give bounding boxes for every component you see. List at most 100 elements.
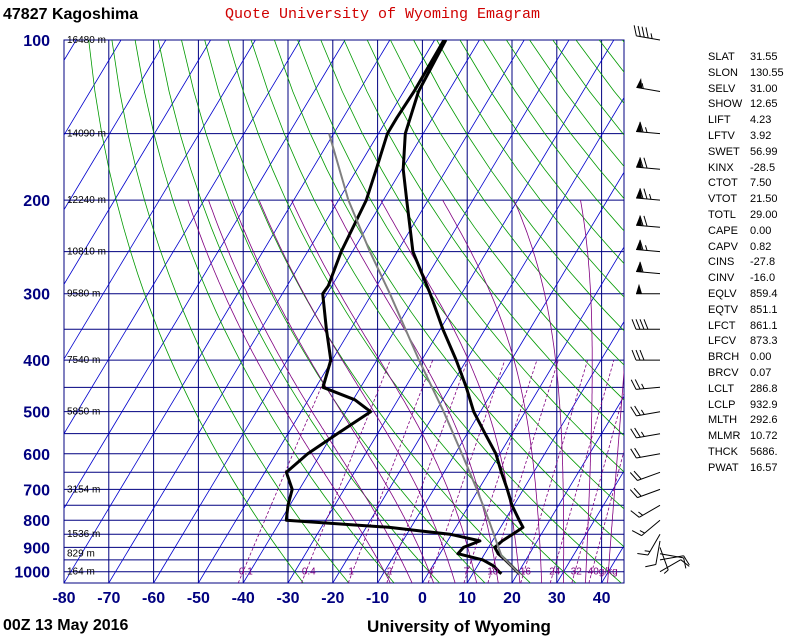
y-tick-label: 700 (23, 482, 50, 499)
y-tick-label: 200 (23, 193, 50, 210)
index-name: SELV (708, 82, 736, 95)
mixing-ratio-label: 4 (428, 567, 434, 578)
y-tick-label: 900 (23, 540, 50, 557)
index-value: 56.99 (750, 145, 778, 158)
moist-adiabat (187, 199, 391, 583)
index-value: 0.00 (750, 224, 772, 237)
isotherm (422, 246, 624, 583)
x-tick-label: 10 (458, 590, 476, 607)
isotherm (64, 40, 301, 435)
index-name: CINS (708, 256, 735, 269)
index-row: EQTV 851.1 (708, 303, 800, 319)
wind-barb (659, 547, 669, 574)
axis-labels: -80 -70 -60 -50 -40 -30 -20 -10 0 10 20 30 40 100 200 3… (14, 33, 617, 607)
plot-grid (63, 39, 625, 584)
x-tick-label: -80 (52, 590, 75, 607)
index-row: LFCV 873.3 (708, 334, 800, 350)
index-row: CINS -27.8 (708, 255, 800, 271)
wind-barb (633, 25, 661, 41)
index-row: CTOT 7.50 (708, 176, 800, 192)
wind-barb (630, 504, 661, 518)
isotherm (242, 40, 570, 583)
dry-adiabat (88, 40, 304, 583)
height-label: 16480 m (67, 35, 106, 46)
dry-adiabat (413, 40, 624, 332)
plot-frame (63, 39, 625, 584)
mixing-ratio-line (487, 360, 559, 583)
mixing-ratio-line (427, 360, 506, 583)
wind-barb (659, 553, 687, 569)
index-value: 861.1 (750, 319, 778, 332)
chart-title: Quote University of Wyoming Emagram (225, 6, 541, 23)
y-tick-label: 100 (23, 33, 50, 50)
isotherm (64, 40, 391, 583)
index-value: 859.4 (750, 287, 778, 300)
wind-barb (631, 349, 660, 361)
index-value: 932.9 (750, 398, 778, 411)
index-row: SLAT 31.55 (708, 50, 800, 66)
index-name: MLMR (708, 430, 741, 443)
moist-adiabat (231, 199, 434, 583)
index-value: 130.55 (750, 66, 784, 79)
wind-barb (636, 239, 661, 253)
wind-barb (637, 533, 661, 556)
moist-adiabat (291, 199, 478, 583)
station-label: 47827 Kagoshima (3, 6, 139, 23)
wind-barb (636, 215, 661, 228)
index-row: PWAT 16.57 (708, 461, 800, 477)
index-name: SWET (708, 145, 740, 158)
mixing-ratio-label: 2 (387, 567, 393, 578)
index-name: CINV (708, 272, 735, 285)
index-value: 16.57 (750, 461, 778, 474)
moist-adiabat (513, 199, 565, 583)
y-tick-label: 500 (23, 405, 50, 422)
dry-adiabat (111, 40, 350, 583)
index-name: LCLP (708, 398, 736, 411)
wind-barbs (629, 25, 690, 574)
height-label: 829 m (67, 549, 95, 560)
index-value: -16.0 (750, 272, 776, 285)
mixing-ratio-line (301, 359, 391, 583)
temperature-profile (401, 40, 525, 575)
isotherm (108, 40, 435, 583)
index-name: BRCH (708, 351, 740, 364)
stability-indices-table: SLAT 31.55 SLON 130.55 SELV 31.00 SHOW 12.65 LIF… (708, 50, 800, 477)
dry-adiabat (320, 40, 624, 473)
isotherm (556, 470, 624, 583)
index-name: TOTL (708, 208, 736, 221)
height-label: 164 m (67, 567, 95, 578)
mixing-ratio-line (520, 360, 588, 583)
index-row: SELV 31.00 (708, 82, 800, 98)
index-row: SWET 56.99 (708, 145, 800, 161)
moist-adiabat (258, 199, 456, 583)
moist-adiabat (380, 199, 521, 583)
isotherm (153, 40, 480, 583)
index-row: CAPE 0.00 (708, 224, 800, 240)
index-name: CAPV (708, 240, 738, 253)
x-tick-label: -20 (321, 590, 344, 607)
wind-barb (659, 559, 690, 573)
wind-barb (636, 261, 661, 275)
x-tick-label: -50 (187, 590, 210, 607)
index-row: LIFT 4.23 (708, 113, 800, 129)
index-value: 29.00 (750, 208, 778, 221)
dry-adiabat (459, 40, 624, 265)
mixing-ratio-label: 32 (571, 567, 583, 578)
isotherm (64, 40, 256, 360)
index-value: -28.5 (750, 161, 776, 174)
parcel-profile (328, 133, 521, 575)
index-row: BRCV 0.07 (708, 366, 800, 382)
moist-adiabat (208, 199, 413, 583)
isotherm (0, 40, 31, 583)
y-tick-label: 1000 (14, 565, 50, 582)
isotherm (64, 40, 122, 136)
wind-barb (636, 157, 661, 170)
index-value: 3.92 (750, 129, 772, 142)
y-tick-label: 600 (23, 447, 50, 464)
y-tick-label: 300 (23, 287, 50, 304)
isotherm (64, 40, 211, 286)
mixing-ratio-label: 24 (549, 567, 561, 578)
index-value: 5686. (750, 445, 778, 458)
observation-time: 00Z 13 May 2016 (3, 617, 129, 634)
index-value: 286.8 (750, 382, 778, 395)
